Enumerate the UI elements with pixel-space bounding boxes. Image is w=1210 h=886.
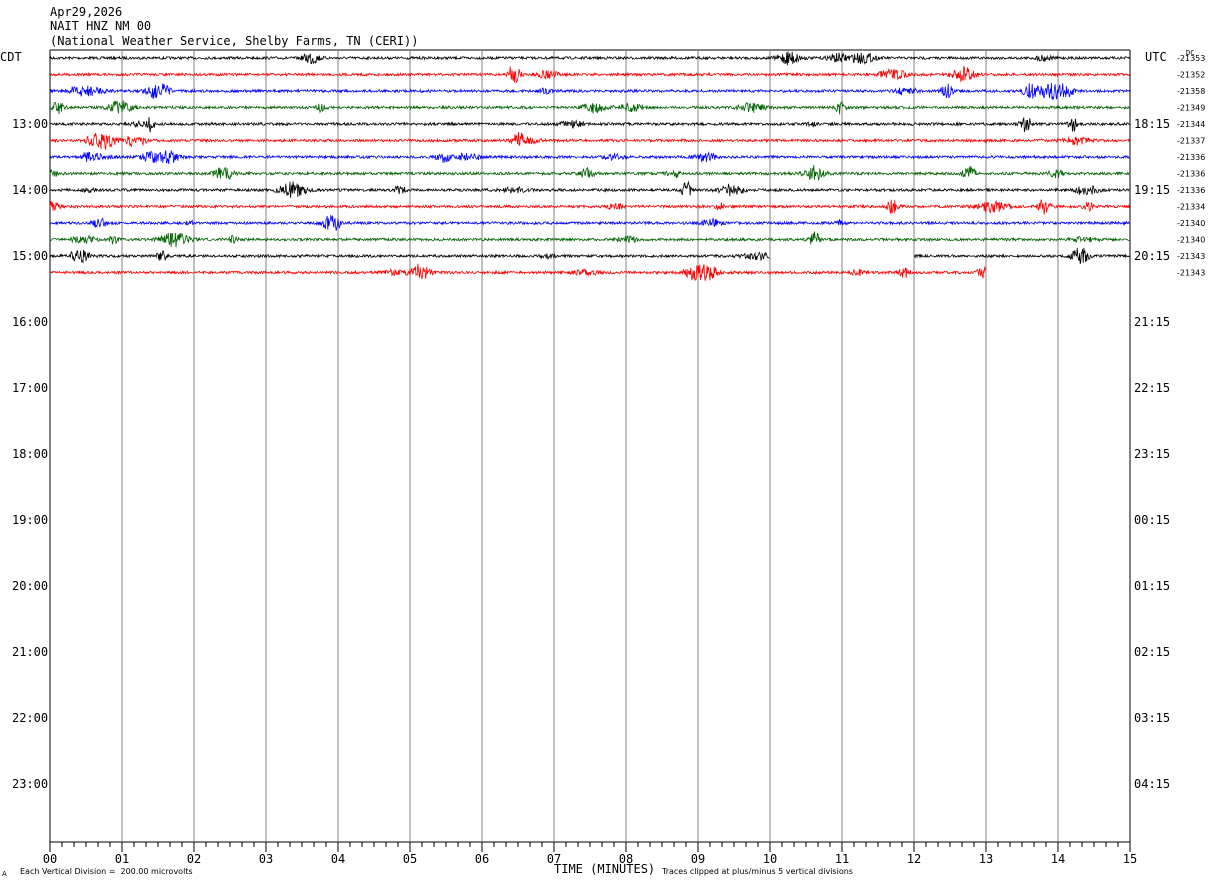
trace-row-11 [49, 231, 1130, 248]
x-tick-label: 01 [115, 852, 129, 866]
trace-group [49, 51, 1131, 281]
dc-value: -21349 [1177, 104, 1205, 113]
trace-row-4 [49, 117, 1130, 133]
right-hour-label: 02:15 [1134, 645, 1170, 659]
right-hour-label: 23:15 [1134, 447, 1170, 461]
x-tick-label: 04 [331, 852, 345, 866]
left-hour-label: 21:00 [12, 645, 48, 659]
dc-value: -21352 [1177, 71, 1205, 80]
right-hour-label: 03:15 [1134, 711, 1170, 725]
dc-value: -21353 [1177, 54, 1205, 63]
x-tick-label: 02 [187, 852, 201, 866]
left-hour-label: 22:00 [12, 711, 48, 725]
left-hour-label: 13:00 [12, 117, 48, 131]
dc-value: -21340 [1177, 219, 1205, 228]
trace-row-8 [49, 180, 1130, 198]
left-hour-label: 17:00 [12, 381, 48, 395]
left-hour-label: 14:00 [12, 183, 48, 197]
trace-row-2 [49, 82, 1130, 101]
left-hour-label: 15:00 [12, 249, 48, 263]
left-hour-label: 23:00 [12, 777, 48, 791]
chart-date: Apr29,2026 [50, 5, 123, 19]
trace-row-7 [49, 165, 1130, 181]
left-hour-label: 18:00 [12, 447, 48, 461]
x-tick-label: 12 [907, 852, 921, 866]
right-hour-label: 20:15 [1134, 249, 1170, 263]
trace-row-3 [49, 100, 1130, 115]
trace-row-12 [914, 247, 1131, 265]
x-tick-label: 05 [403, 852, 417, 866]
right-hour-label: 01:15 [1134, 579, 1170, 593]
dc-value: -21337 [1177, 137, 1205, 146]
dc-column-label: DC [1186, 49, 1195, 57]
left-hour-label: 20:00 [12, 579, 48, 593]
trace-row-10 [49, 214, 1130, 231]
right-hour-label: 19:15 [1134, 183, 1170, 197]
station-code: NAIT HNZ NM 00 [50, 19, 152, 33]
x-tick-label: 08 [619, 852, 633, 866]
right-timezone-label: UTC [1145, 50, 1167, 64]
x-tick-label: 03 [259, 852, 273, 866]
dc-value: -21336 [1177, 186, 1205, 195]
x-tick-label: 11 [835, 852, 849, 866]
x-tick-label: 14 [1051, 852, 1065, 866]
left-hour-label: 16:00 [12, 315, 48, 329]
x-tick-label: 15 [1123, 852, 1137, 866]
dc-value: -21343 [1177, 269, 1205, 278]
label-group: 00 01 02 03 04 05 06 07 08 09 10 11 12 13 14 15 13:00 14:… [12, 54, 1205, 866]
trace-row-5 [49, 131, 1130, 151]
station-location: (National Weather Service, Shelby Farms,… [50, 34, 419, 48]
trace-row-0 [49, 51, 1130, 66]
right-hour-label: 22:15 [1134, 381, 1170, 395]
dc-value: -21334 [1177, 203, 1205, 212]
trace-row-12 [49, 249, 770, 264]
tick-group [49, 842, 1131, 852]
x-tick-label: 13 [979, 852, 993, 866]
x-tick-label: 00 [43, 852, 57, 866]
dc-value: -21343 [1177, 252, 1205, 261]
trace-row-9 [49, 199, 1130, 215]
x-tick-label: 07 [547, 852, 561, 866]
grid-lines [49, 49, 1131, 843]
trace-row-13 [49, 263, 986, 281]
x-tick-label: 09 [691, 852, 705, 866]
left-timezone-label: CDT [0, 50, 22, 64]
right-hour-label: 18:15 [1134, 117, 1170, 131]
dc-value: -21336 [1177, 153, 1205, 162]
footer-mark: A [2, 870, 7, 878]
trace-row-1 [49, 65, 1130, 84]
dc-value: -21336 [1177, 170, 1205, 179]
left-hour-label: 19:00 [12, 513, 48, 527]
footer-scale-note: Each Vertical Division = 200.00 microvol… [20, 867, 193, 876]
right-hour-label: 04:15 [1134, 777, 1170, 791]
dc-value: -21340 [1177, 236, 1205, 245]
x-tick-label: 06 [475, 852, 489, 866]
right-hour-label: 21:15 [1134, 315, 1170, 329]
x-tick-label: 10 [763, 852, 777, 866]
footer-clip-note: Traces clipped at plus/minus 5 vertical … [662, 867, 853, 876]
dc-value: -21344 [1177, 120, 1205, 129]
dc-value: -21358 [1177, 87, 1205, 96]
right-hour-label: 00:15 [1134, 513, 1170, 527]
trace-row-6 [49, 150, 1130, 165]
x-axis-label: TIME (MINUTES) [554, 862, 656, 876]
